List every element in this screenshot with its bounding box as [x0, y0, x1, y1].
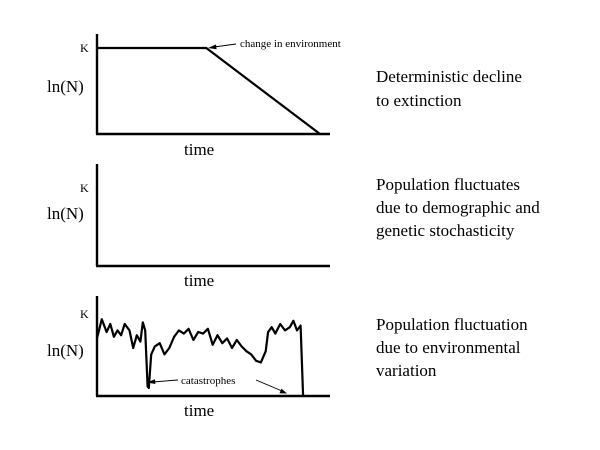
panel2-description-line2: due to demographic and	[376, 198, 540, 217]
panel-demographic: K ln(N) time Population fluctuates due t…	[47, 164, 540, 290]
panel-deterministic: K ln(N) time change in environment Deter…	[47, 34, 522, 159]
panel1-y-label: ln(N)	[47, 77, 84, 96]
panel3-series-line	[95, 318, 305, 397]
panel1-x-label: time	[184, 140, 214, 159]
panel2-k-label: K	[80, 181, 89, 195]
panel3-x-label: time	[184, 401, 214, 420]
panel3-description-line3: variation	[376, 361, 437, 380]
panel3-annotation-arrowhead-right	[279, 388, 287, 394]
panel1-annotation-arrowhead	[208, 44, 217, 50]
panel3-y-label: ln(N)	[47, 341, 84, 360]
panel3-description-line1: Population fluctuation	[376, 315, 528, 334]
panel2-y-label: ln(N)	[47, 204, 84, 223]
panel3-k-label: K	[80, 307, 89, 321]
panel2-x-label: time	[184, 271, 214, 290]
panel3-annotation-arrow-right	[255, 379, 283, 392]
panel2-description-line3: genetic stochasticity	[376, 221, 515, 240]
panel3-annotation: catastrophes	[181, 375, 235, 387]
panel-environmental: K ln(N) time catastrophes Population flu…	[47, 296, 528, 420]
panel1-k-label: K	[80, 41, 89, 55]
panel3-annotation-arrowhead-left	[147, 379, 156, 384]
panel1-description-line2: to extinction	[376, 91, 462, 110]
panel2-description-line1: Population fluctuates	[376, 175, 520, 194]
panel1-description-line1: Deterministic decline	[376, 67, 522, 86]
panel1-annotation-arrow	[213, 43, 237, 48]
panel1-annotation: change in environment	[240, 38, 341, 50]
panel3-annotation-arrow-left	[152, 379, 179, 383]
panel1-series-line	[97, 46, 321, 135]
panel3-description-line2: due to environmental	[376, 338, 521, 357]
